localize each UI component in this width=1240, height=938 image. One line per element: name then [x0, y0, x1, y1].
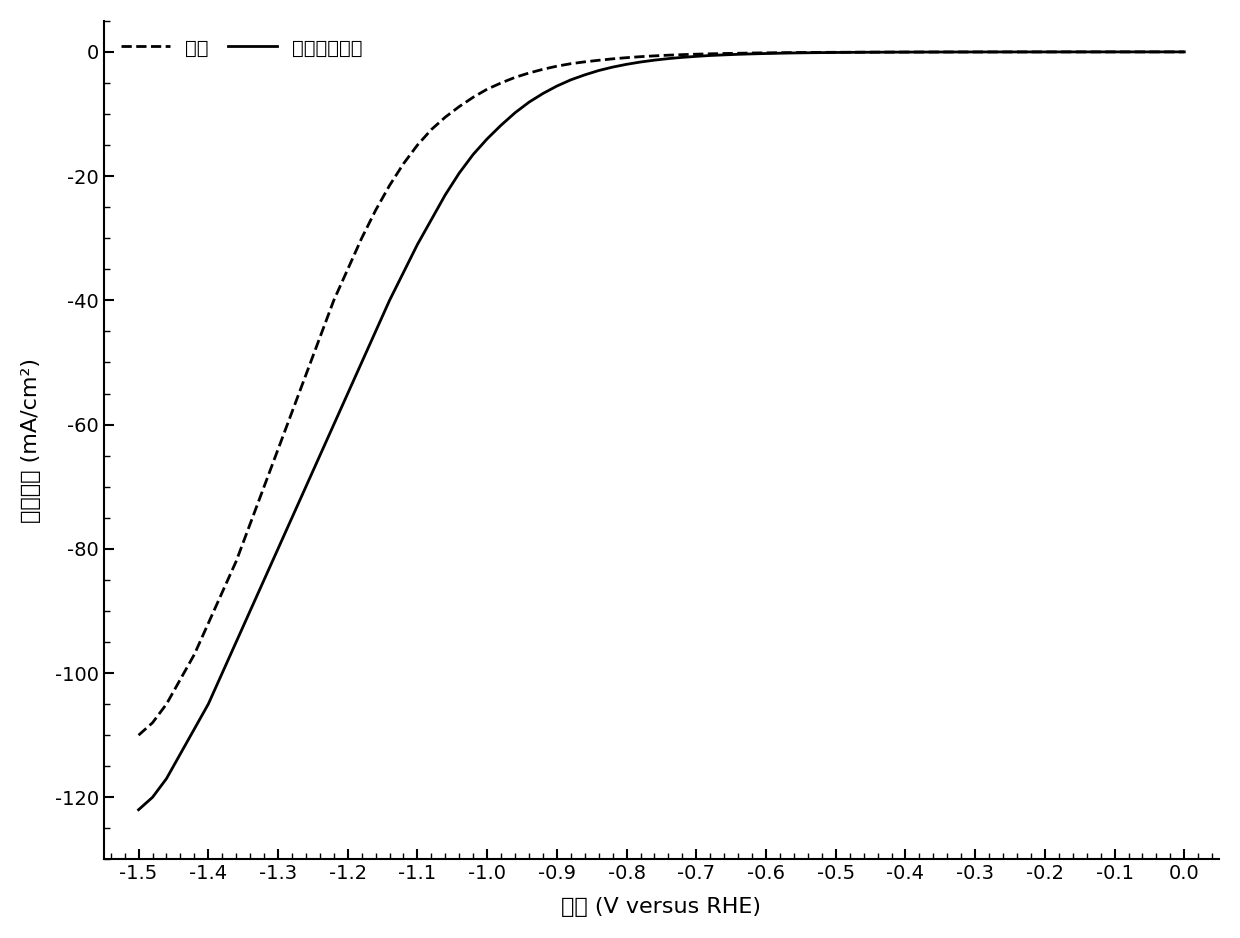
氮气 — [828, 47, 843, 58]
X-axis label: 电势 (V versus RHE): 电势 (V versus RHE) — [562, 897, 761, 917]
Line: 二氧化碳气体: 二氧化碳气体 — [139, 52, 1184, 809]
二氧化碳气体 — [494, 119, 508, 130]
二氧化碳气体 — [1177, 46, 1192, 57]
氮气 — [800, 47, 815, 58]
氮气 — [494, 77, 508, 88]
二氧化碳气体 — [828, 47, 843, 58]
Legend: 氮气, 二氧化碳气体: 氮气, 二氧化碳气体 — [113, 31, 371, 66]
二氧化碳气体 — [131, 804, 146, 815]
二氧化碳气体 — [675, 52, 689, 63]
氮气 — [228, 555, 243, 567]
二氧化碳气体 — [228, 636, 243, 647]
二氧化碳气体 — [967, 46, 982, 57]
氮气 — [967, 46, 982, 57]
二氧化碳气体 — [800, 47, 815, 58]
氮气 — [131, 730, 146, 741]
Y-axis label: 电流密度 (mA/cm²): 电流密度 (mA/cm²) — [21, 357, 41, 522]
Line: 氮气: 氮气 — [139, 52, 1184, 735]
氮气 — [675, 49, 689, 60]
氮气 — [1177, 46, 1192, 57]
